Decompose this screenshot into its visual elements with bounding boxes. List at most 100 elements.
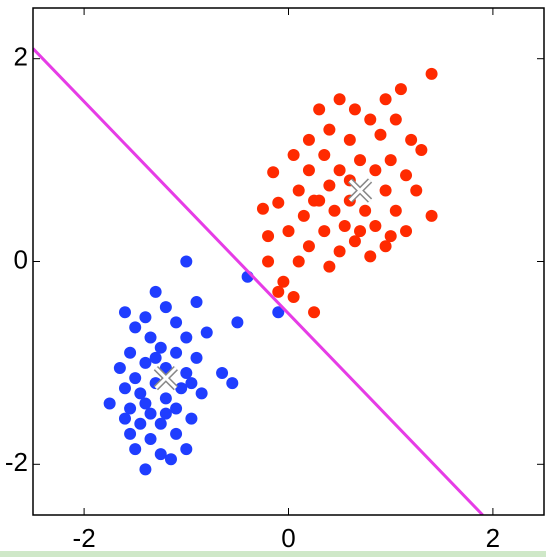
data-point [277, 275, 290, 288]
data-point [129, 372, 142, 385]
data-point [103, 397, 116, 410]
data-point [389, 204, 402, 217]
data-point [170, 427, 183, 440]
data-point [118, 382, 131, 395]
data-point [170, 346, 183, 359]
data-point [139, 356, 152, 369]
data-point [256, 202, 269, 215]
x-tick-label: 2 [486, 523, 500, 553]
data-point [379, 93, 392, 106]
data-point [149, 351, 162, 364]
data-point [313, 103, 326, 116]
data-point [394, 83, 407, 96]
data-point [180, 367, 193, 380]
data-point [384, 230, 397, 243]
data-point [262, 230, 275, 243]
data-point [364, 113, 377, 126]
data-point [118, 412, 131, 425]
data-point [134, 387, 147, 400]
data-point [384, 154, 397, 167]
data-point [190, 351, 203, 364]
data-point [297, 209, 310, 222]
data-point [200, 326, 213, 339]
data-point [400, 225, 413, 238]
data-point [405, 133, 418, 146]
data-point [343, 133, 356, 146]
data-point [154, 417, 167, 430]
data-point [159, 392, 172, 405]
data-point [292, 255, 305, 268]
data-point [185, 412, 198, 425]
data-point [144, 331, 157, 344]
data-point [410, 184, 423, 197]
data-point [282, 225, 295, 238]
data-point [359, 204, 372, 217]
data-point [180, 255, 193, 268]
boundary-line [33, 47, 484, 515]
data-point [318, 225, 331, 238]
data-point [272, 306, 285, 319]
data-point [313, 194, 326, 207]
data-point [144, 407, 157, 420]
data-point [190, 296, 203, 309]
data-point [354, 225, 367, 238]
data-point [323, 179, 336, 192]
data-point [231, 316, 244, 329]
data-point [338, 220, 351, 233]
data-point [195, 387, 208, 400]
data-point [124, 346, 137, 359]
data-point [323, 260, 336, 273]
data-point [170, 316, 183, 329]
data-point [175, 382, 188, 395]
y-tick-label: -2 [5, 447, 28, 477]
data-point [216, 367, 229, 380]
data-point [267, 166, 280, 179]
data-point [139, 463, 152, 476]
data-point [348, 235, 361, 248]
data-point [302, 240, 315, 253]
data-point [425, 67, 438, 80]
data-point [262, 255, 275, 268]
data-point [348, 103, 361, 116]
bottom-strip [0, 551, 546, 557]
centroid [348, 179, 372, 202]
data-point [185, 377, 198, 390]
data-point [302, 164, 315, 177]
data-point [159, 301, 172, 314]
data-point [139, 311, 152, 324]
data-point [369, 164, 382, 177]
data-point [139, 397, 152, 410]
data-point [425, 209, 438, 222]
data-point [129, 321, 142, 334]
data-point [159, 407, 172, 420]
data-point [333, 245, 346, 258]
data-point [272, 285, 285, 298]
data-point [323, 123, 336, 136]
data-point [389, 113, 402, 126]
data-point [124, 402, 137, 415]
data-point [113, 361, 126, 374]
data-point [318, 149, 331, 162]
data-point [292, 184, 305, 197]
data-point [226, 377, 239, 390]
data-point [333, 93, 346, 106]
data-point [272, 196, 285, 209]
data-point [180, 331, 193, 344]
data-point [302, 133, 315, 146]
data-point [333, 164, 346, 177]
data-point [154, 448, 167, 461]
data-point [379, 240, 392, 253]
data-point [164, 453, 177, 466]
centroid [154, 367, 177, 390]
data-point [154, 341, 167, 354]
data-point [328, 204, 341, 217]
data-point [144, 432, 157, 445]
data-point [415, 143, 428, 156]
x-tick-label: -2 [73, 523, 96, 553]
data-point [180, 443, 193, 456]
data-point [364, 250, 377, 263]
data-point [118, 306, 131, 319]
data-point [287, 290, 300, 303]
y-tick-label: 0 [14, 244, 28, 274]
